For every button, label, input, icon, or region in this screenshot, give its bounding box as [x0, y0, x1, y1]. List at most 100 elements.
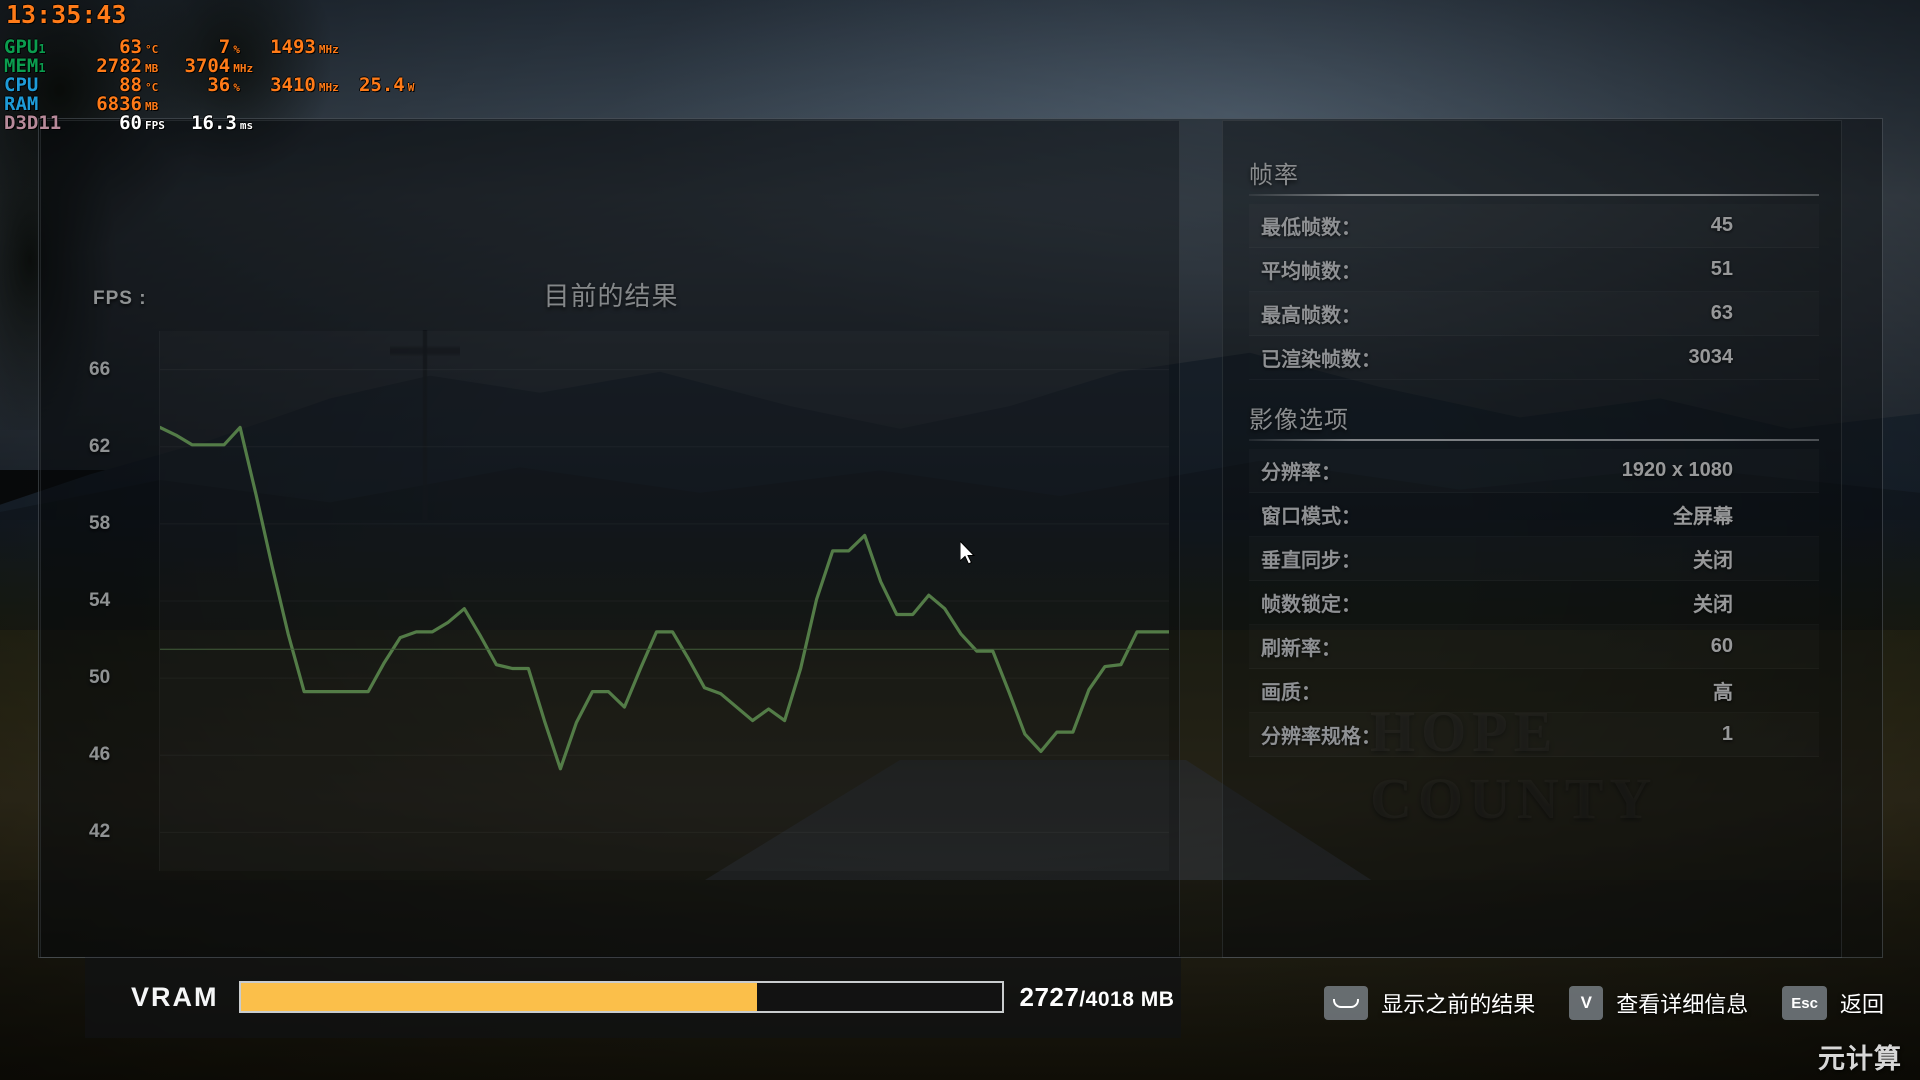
y-axis-tick: 50	[89, 667, 111, 689]
results-dialog-frame	[38, 118, 1883, 958]
osd-row-label: MEM1	[4, 55, 46, 77]
stat-value: 高	[1713, 682, 1733, 704]
osd-value: 2782	[96, 55, 142, 77]
stat-row: 帧数锁定： 关闭	[1249, 581, 1819, 625]
stats-sections: 帧率最低帧数： 45 平均帧数： 51 最高帧数： 63 已渲染帧数： 3034 影像选项分辨率…	[1249, 149, 1819, 757]
osd-value: 16.3	[191, 112, 237, 134]
vram-fill	[240, 983, 758, 1011]
plot-wrapper: 66 62 58 54 50 46 42	[85, 321, 1181, 881]
y-axis-tick: 62	[89, 435, 111, 457]
keycap-space-icon[interactable]	[1324, 986, 1369, 1020]
osd-row-cpu: CPU 88 °C 36% 3410 MHz 25.4 W	[4, 74, 415, 96]
stat-value: 60	[1710, 635, 1733, 657]
osd-unit: %	[233, 43, 240, 56]
footer-hint-v[interactable]: V 查看详细信息	[1569, 986, 1748, 1020]
stat-value: 51	[1710, 258, 1733, 280]
osd-row-mem: MEM1 2782 MB 3704 MHz	[4, 55, 414, 77]
vram-track	[238, 981, 1004, 1013]
footer-hint-label: 查看详细信息	[1616, 992, 1749, 1017]
osd-value: 88	[119, 74, 142, 96]
stat-row: 分辨率规格： 1	[1249, 713, 1819, 757]
footer-hint-label: 返回	[1839, 992, 1884, 1017]
y-axis-tick: 58	[89, 512, 111, 534]
osd-rows: GPU1 63 °C 7% 1493 MHz MEM1 2782 MB 3704 MHz CPU 88 °…	[4, 36, 415, 134]
stat-row: 已渲染帧数： 3034	[1249, 336, 1819, 380]
osd-unit: W	[407, 81, 415, 94]
vram-meter: VRAM 2727/4018 MB	[85, 956, 1181, 1038]
y-axis-tick: 46	[89, 744, 111, 766]
stat-value: 1	[1721, 723, 1733, 745]
osd-value: 60	[119, 112, 142, 134]
keycap-esc-icon[interactable]: Esc	[1782, 986, 1827, 1020]
stat-row: 分辨率： 1920 x 1080	[1249, 449, 1819, 493]
graph-title: 目前的结果	[543, 281, 679, 311]
osd-unit: MHz	[233, 62, 254, 75]
osd-value: 25.4	[358, 74, 405, 96]
vram-total: /4018 MB	[1079, 987, 1175, 1011]
stat-value: 3034	[1688, 346, 1734, 368]
footer-hint-esc[interactable]: Esc 返回	[1782, 986, 1884, 1020]
footer-hint-label: 显示之前的结果	[1381, 992, 1536, 1017]
osd-unit: MB	[145, 62, 159, 75]
stat-key: 窗口模式：	[1261, 506, 1361, 528]
stat-key: 画质：	[1261, 682, 1321, 704]
osd-unit: °C	[145, 81, 159, 94]
osd-row-label: RAM	[4, 93, 39, 115]
stat-value: 45	[1710, 214, 1733, 236]
stat-key: 垂直同步：	[1261, 550, 1361, 572]
osd-value: 7	[218, 36, 231, 58]
stat-row: 最低帧数： 45	[1249, 204, 1819, 248]
stat-value: 全屏幕	[1673, 506, 1733, 528]
fps-graph-panel: 目前的结果 FPS : 66 62 58 54 50 46 42 VRAM 2727/401…	[40, 120, 1181, 1038]
stat-key: 分辨率：	[1261, 462, 1341, 484]
stat-value: 关闭	[1693, 550, 1733, 572]
stats-section-heading: 帧率	[1249, 162, 1299, 189]
footer-hints: 显示之前的结果 V 查看详细信息 Esc 返回	[1324, 986, 1884, 1020]
stat-key: 已渲染帧数：	[1261, 349, 1381, 371]
stat-key: 平均帧数：	[1261, 261, 1361, 283]
osd-unit: °C	[145, 43, 159, 56]
osd-value: 36	[207, 74, 231, 96]
osd-value: 63	[119, 36, 142, 58]
stat-key: 刷新率：	[1261, 638, 1341, 660]
osd-row-label: GPU1	[4, 36, 46, 58]
y-axis-tick: 66	[89, 358, 111, 380]
footer-hint-space[interactable]: 显示之前的结果	[1324, 986, 1535, 1020]
vram-label: VRAM	[131, 981, 219, 1012]
stat-row: 最高帧数： 63	[1249, 292, 1819, 336]
osd-row-label: D3D11	[4, 112, 62, 134]
y-axis-ticks: 66 62 58 54 50 46 42	[85, 321, 145, 881]
vram-used: 2727	[1019, 981, 1080, 1012]
plot-area	[159, 331, 1169, 871]
osd-unit: MB	[145, 100, 159, 113]
spacebar-glyph	[1333, 998, 1360, 1008]
osd-row-label: CPU	[4, 74, 39, 96]
stat-row: 画质： 高	[1249, 669, 1819, 713]
osd-unit: MHz	[318, 81, 339, 94]
stats-panel: 帧率最低帧数： 45 平均帧数： 51 最高帧数： 63 已渲染帧数： 3034 影像选项分辨率…	[1222, 120, 1842, 958]
stat-row: 平均帧数： 51	[1249, 248, 1819, 292]
osd-row-d3d11: D3D11 60 FPS 16.3 ms	[4, 112, 414, 134]
vram-readout: 2727/4018 MB	[1020, 982, 1175, 1013]
y-axis-tick: 42	[89, 821, 111, 843]
osd-unit: ms	[239, 119, 254, 132]
osd-value: 6836	[96, 93, 142, 115]
stat-key: 最低帧数：	[1261, 217, 1361, 239]
osd-value: 3704	[184, 55, 231, 77]
osd-value: 1493	[270, 36, 316, 58]
fps-axis-label: FPS :	[93, 288, 147, 309]
stat-key: 帧数锁定：	[1261, 594, 1361, 616]
stat-row: 刷新率： 60	[1249, 625, 1819, 669]
stats-section-heading: 影像选项	[1249, 407, 1349, 434]
stat-value: 关闭	[1693, 594, 1733, 616]
osd-unit: FPS	[145, 119, 165, 132]
section-divider	[1249, 194, 1819, 196]
watermark: 元计算	[1818, 1044, 1902, 1074]
stat-key: 分辨率规格：	[1261, 726, 1381, 748]
osd-unit: MHz	[318, 43, 339, 56]
osd-value: 3410	[270, 74, 316, 96]
keycap-v-icon[interactable]: V	[1569, 986, 1604, 1020]
stat-row: 垂直同步： 关闭	[1249, 537, 1819, 581]
